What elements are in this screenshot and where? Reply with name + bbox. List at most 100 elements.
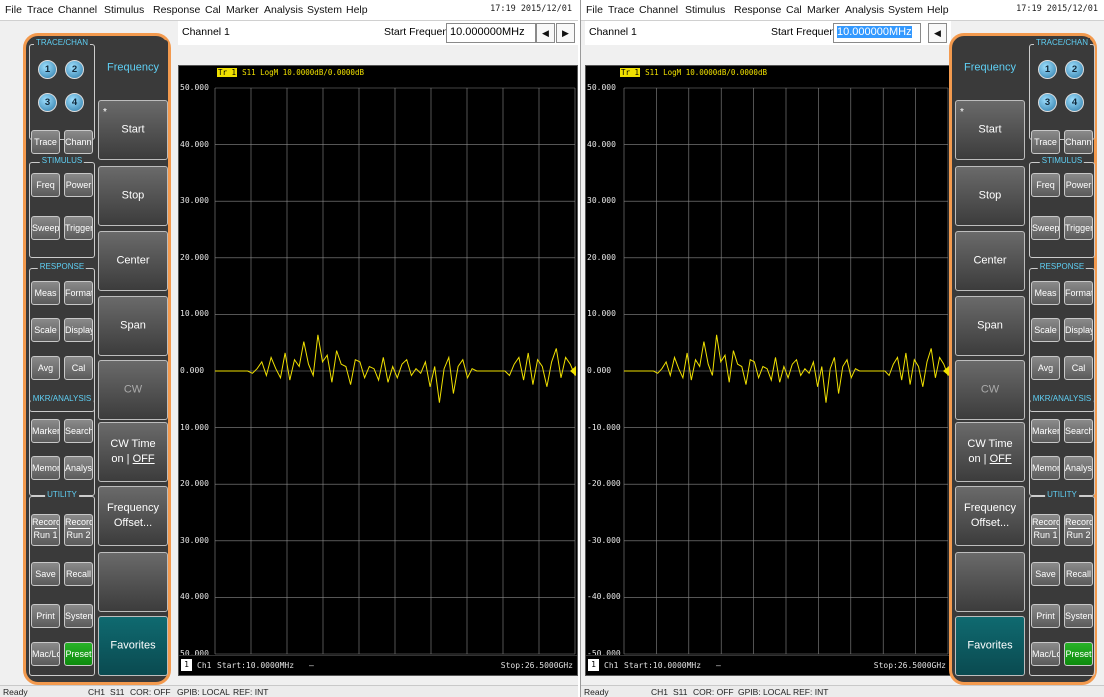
recall-button[interactable]: Recall xyxy=(64,562,93,586)
meas-button[interactable]: Meas xyxy=(31,281,60,305)
print-button[interactable]: Print xyxy=(31,604,60,628)
menu-file[interactable]: File xyxy=(586,4,603,16)
menu-analysis[interactable]: Analysis xyxy=(845,4,885,16)
menu-stimulus[interactable]: Stimulus xyxy=(685,4,726,16)
channel-1-button[interactable]: 1 xyxy=(1038,60,1057,79)
start-frequency-input[interactable]: 10.000000MHz xyxy=(833,23,921,43)
record-run2-button[interactable]: Record Run 2 xyxy=(1064,514,1093,546)
search-button[interactable]: Search xyxy=(64,419,93,443)
start-softkey[interactable]: * Start xyxy=(955,100,1025,160)
menu-channel[interactable]: Channel xyxy=(58,4,98,16)
cw-time-softkey[interactable]: CW Time on | OFF xyxy=(98,422,168,482)
blank-softkey[interactable] xyxy=(98,552,168,612)
scale-button[interactable]: Scale xyxy=(31,318,60,342)
menu-response[interactable]: Response xyxy=(734,4,782,16)
channel-4-button[interactable]: 4 xyxy=(65,93,84,112)
trigger-button[interactable]: Trigger xyxy=(64,216,93,240)
blank-softkey[interactable] xyxy=(955,552,1025,612)
arrow-left-button[interactable]: ◀ xyxy=(536,23,555,43)
save-button[interactable]: Save xyxy=(1031,562,1060,586)
favorites-softkey[interactable]: Favorites xyxy=(98,616,168,676)
channel-3-button[interactable]: 3 xyxy=(1038,93,1057,112)
analysis-button[interactable]: Analysis xyxy=(1064,456,1093,480)
center-softkey[interactable]: Center xyxy=(98,231,168,291)
format-button[interactable]: Format xyxy=(64,281,93,305)
power-button[interactable]: Power xyxy=(64,173,93,197)
record-run1-button[interactable]: Record Run 1 xyxy=(1031,514,1060,546)
cal-button[interactable]: Cal xyxy=(1064,356,1093,380)
trace-button[interactable]: Trace xyxy=(1031,130,1060,154)
mac-loc-button[interactable]: Mac/Loc xyxy=(1031,642,1060,666)
menu-cal[interactable]: Cal xyxy=(205,4,221,16)
menu-analysis[interactable]: Analysis xyxy=(264,4,304,16)
channel-4-button[interactable]: 4 xyxy=(1065,93,1084,112)
save-button[interactable]: Save xyxy=(31,562,60,586)
freq-button[interactable]: Freq xyxy=(1031,173,1060,197)
menu-system[interactable]: System xyxy=(307,4,343,16)
avg-button[interactable]: Avg xyxy=(31,356,60,380)
avg-button[interactable]: Avg xyxy=(1031,356,1060,380)
stop-softkey[interactable]: Stop xyxy=(955,166,1025,226)
arrow-left-button[interactable]: ◀ xyxy=(928,23,947,43)
display-button[interactable]: Display xyxy=(64,318,93,342)
arrow-right-button[interactable]: ▶ xyxy=(556,23,575,43)
format-button[interactable]: Format xyxy=(1064,281,1093,305)
menu-help[interactable]: Help xyxy=(927,4,949,16)
search-button[interactable]: Search xyxy=(1064,419,1093,443)
trigger-button[interactable]: Trigger xyxy=(1064,216,1093,240)
favorites-softkey[interactable]: Favorites xyxy=(955,616,1025,676)
preset-button[interactable]: Preset xyxy=(1064,642,1093,666)
meas-button[interactable]: Meas xyxy=(1031,281,1060,305)
display-button[interactable]: Display xyxy=(1064,318,1093,342)
frequency-offset-softkey[interactable]: Frequency Offset... xyxy=(955,486,1025,546)
channel-2-button[interactable]: 2 xyxy=(65,60,84,79)
span-softkey[interactable]: Span xyxy=(955,296,1025,356)
menu-file[interactable]: File xyxy=(5,4,22,16)
start-frequency-input[interactable]: 10.000000MHz xyxy=(446,23,536,43)
menu-cal[interactable]: Cal xyxy=(786,4,802,16)
memory-button[interactable]: Memory xyxy=(31,456,60,480)
mac-loc-button[interactable]: Mac/Loc xyxy=(31,642,60,666)
preset-button[interactable]: Preset xyxy=(64,642,93,666)
menu-stimulus[interactable]: Stimulus xyxy=(104,4,145,16)
freq-button[interactable]: Freq xyxy=(31,173,60,197)
start-softkey[interactable]: * Start xyxy=(98,100,168,160)
cw-softkey[interactable]: CW xyxy=(98,360,168,420)
menu-marker[interactable]: Marker xyxy=(807,4,840,16)
system-button[interactable]: System xyxy=(1064,604,1093,628)
print-button[interactable]: Print xyxy=(1031,604,1060,628)
stop-softkey[interactable]: Stop xyxy=(98,166,168,226)
analysis-button[interactable]: Analysis xyxy=(64,456,93,480)
channel-button[interactable]: Channel xyxy=(64,130,93,154)
cw-time-softkey[interactable]: CW Time on | OFF xyxy=(955,422,1025,482)
menu-help[interactable]: Help xyxy=(346,4,368,16)
center-softkey[interactable]: Center xyxy=(955,231,1025,291)
menu-marker[interactable]: Marker xyxy=(226,4,259,16)
sweep-button[interactable]: Sweep xyxy=(31,216,60,240)
menu-trace[interactable]: Trace xyxy=(608,4,635,16)
trace-plot[interactable]: Tr 1 S11 LogM 10.0000dB/0.0000dB 50.000 40… xyxy=(585,65,951,676)
menu-system[interactable]: System xyxy=(888,4,924,16)
span-softkey[interactable]: Span xyxy=(98,296,168,356)
power-button[interactable]: Power xyxy=(1064,173,1093,197)
channel-button[interactable]: Channel xyxy=(1064,130,1093,154)
menu-response[interactable]: Response xyxy=(153,4,201,16)
record-run1-button[interactable]: Record Run 1 xyxy=(31,514,60,546)
menu-trace[interactable]: Trace xyxy=(27,4,54,16)
memory-button[interactable]: Memory xyxy=(1031,456,1060,480)
scale-button[interactable]: Scale xyxy=(1031,318,1060,342)
trace-button[interactable]: Trace xyxy=(31,130,60,154)
recall-button[interactable]: Recall xyxy=(1064,562,1093,586)
sweep-button[interactable]: Sweep xyxy=(1031,216,1060,240)
frequency-offset-softkey[interactable]: Frequency Offset... xyxy=(98,486,168,546)
channel-2-button[interactable]: 2 xyxy=(1065,60,1084,79)
marker-button[interactable]: Marker xyxy=(31,419,60,443)
cal-button[interactable]: Cal xyxy=(64,356,93,380)
system-button[interactable]: System xyxy=(64,604,93,628)
record-run2-button[interactable]: Record Run 2 xyxy=(64,514,93,546)
menu-channel[interactable]: Channel xyxy=(639,4,679,16)
trace-plot[interactable]: Tr 1 S11 LogM 10.0000dB/0.0000dB 50.000 40… xyxy=(178,65,578,676)
cw-softkey[interactable]: CW xyxy=(955,360,1025,420)
marker-button[interactable]: Marker xyxy=(1031,419,1060,443)
channel-3-button[interactable]: 3 xyxy=(38,93,57,112)
